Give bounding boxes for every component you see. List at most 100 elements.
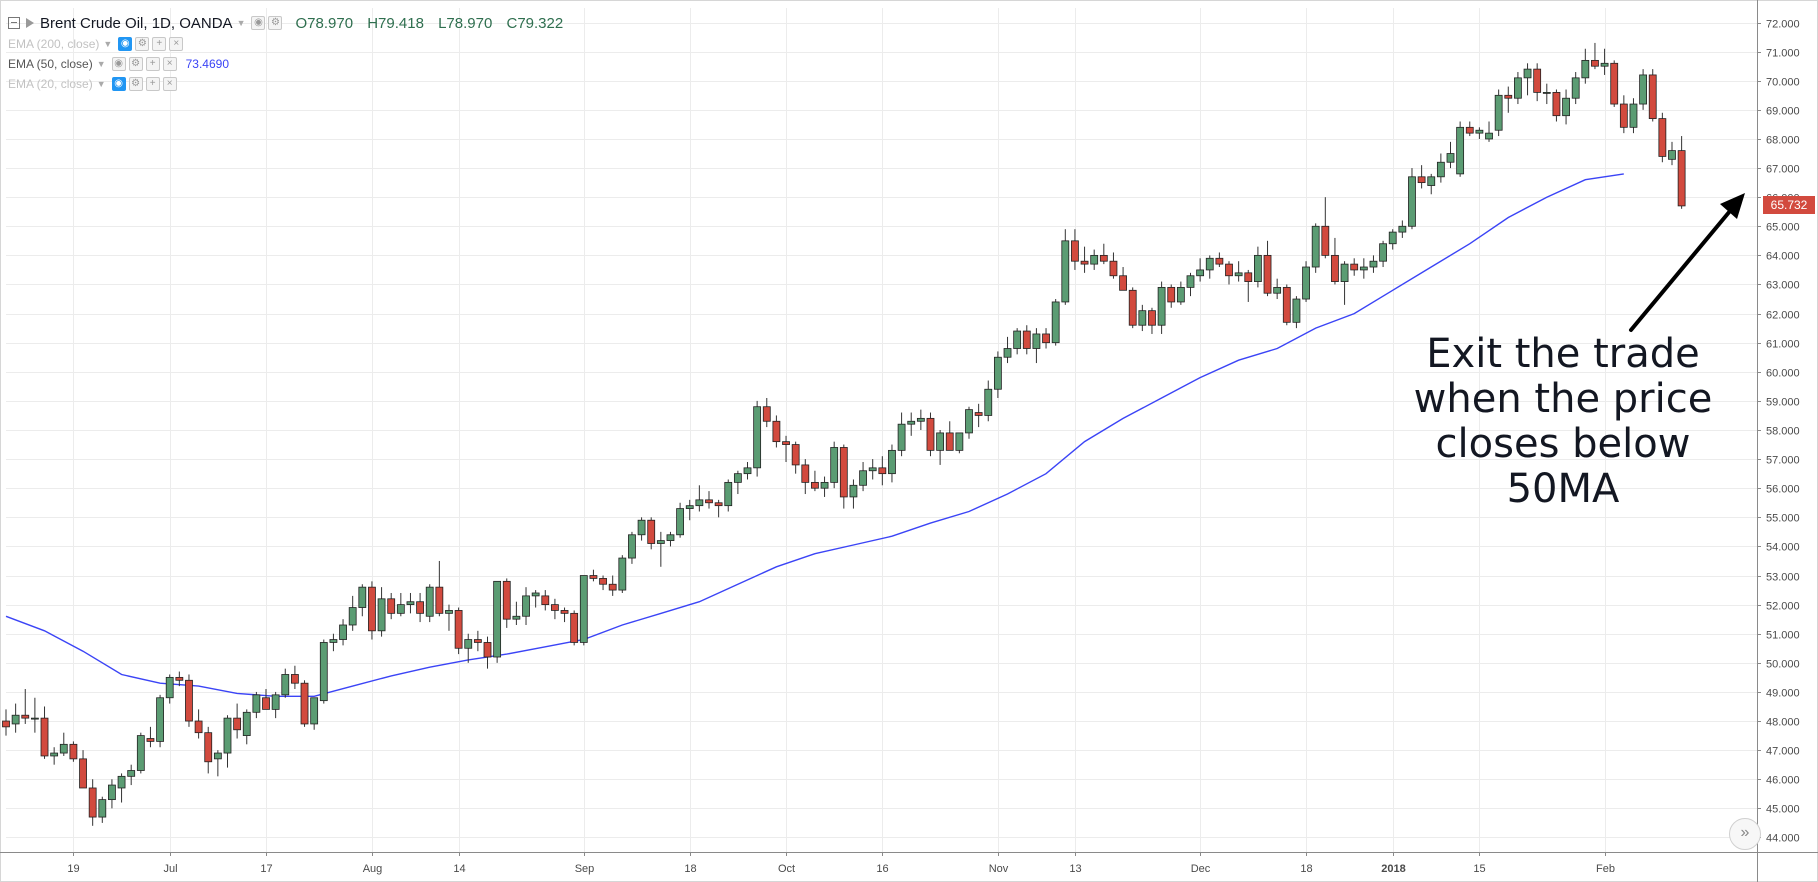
eye-icon[interactable]: ◉ xyxy=(111,77,126,91)
candle xyxy=(618,555,627,593)
candle xyxy=(50,747,59,765)
settings-icon[interactable]: ⚙ xyxy=(268,16,283,30)
candle-body xyxy=(907,420,916,425)
time-axis[interactable]: 19 Jul 17 Aug 14 Sep 18 Oct 16 Nov 13 Dec 18 2018 15 Fe… xyxy=(0,852,1818,875)
candle-body xyxy=(175,676,184,681)
candle-body xyxy=(868,467,877,472)
price-axis[interactable]: 44.000 45.000 46.000 47.000 48.000 49.000 50.0… xyxy=(1757,0,1800,882)
candle-body xyxy=(1427,176,1436,186)
candle xyxy=(473,630,482,652)
candles-layer xyxy=(2,42,1686,826)
y-tick-label: 48.000 xyxy=(1766,717,1800,729)
candle xyxy=(1417,165,1426,189)
annotation-line: when the price xyxy=(1413,376,1713,422)
candle xyxy=(300,680,309,727)
candle-body xyxy=(213,752,222,760)
candle-body xyxy=(473,639,482,643)
plus-icon[interactable]: + xyxy=(152,37,167,51)
close-icon[interactable]: × xyxy=(169,37,184,51)
y-tick-label: 49.000 xyxy=(1766,688,1800,700)
x-tick-label: 15 xyxy=(1473,863,1485,875)
candle-body xyxy=(2,720,10,728)
candle xyxy=(1398,220,1407,238)
candle-body xyxy=(926,417,935,451)
chevron-down-icon[interactable]: ▼ xyxy=(96,79,106,89)
x-tick-label: Dec xyxy=(1191,863,1211,875)
candle-body xyxy=(387,598,396,614)
candle xyxy=(1157,281,1166,334)
open-value: O78.970 xyxy=(295,14,354,32)
candle-body xyxy=(1494,94,1503,131)
candle xyxy=(1475,127,1484,139)
chevron-down-icon[interactable]: ▼ xyxy=(103,39,113,49)
candle xyxy=(589,569,598,582)
eye-icon[interactable]: ◉ xyxy=(111,57,126,71)
x-tick-label: 18 xyxy=(1300,863,1312,875)
low-value: L78.970 xyxy=(438,14,493,32)
chevron-down-icon[interactable]: ▼ xyxy=(96,59,106,69)
candle-body xyxy=(1128,289,1137,326)
candle xyxy=(878,456,887,486)
candle xyxy=(628,531,636,564)
candle-body xyxy=(724,481,733,507)
candle-body xyxy=(1475,129,1484,134)
eye-icon[interactable]: ◉ xyxy=(251,16,266,30)
candle xyxy=(1003,336,1012,364)
candle xyxy=(1494,89,1503,137)
candle xyxy=(839,444,848,509)
candle xyxy=(165,674,174,704)
candle-body xyxy=(801,464,810,483)
candle xyxy=(830,441,839,489)
settings-icon[interactable]: ⚙ xyxy=(135,37,150,51)
candle-body xyxy=(1533,68,1542,93)
candle xyxy=(1591,42,1599,70)
eye-icon[interactable]: ◉ xyxy=(118,37,133,51)
y-tick-label: 64.000 xyxy=(1766,251,1800,263)
plus-icon[interactable]: + xyxy=(145,57,160,71)
candle-body xyxy=(743,467,752,475)
candle-body xyxy=(1523,68,1532,79)
collapse-icon[interactable] xyxy=(8,17,20,29)
candle xyxy=(1619,95,1628,134)
settings-icon[interactable]: ⚙ xyxy=(128,77,143,91)
candle xyxy=(714,499,723,518)
candle xyxy=(993,351,1002,398)
x-tick-label: 18 xyxy=(684,863,696,875)
plus-icon[interactable]: + xyxy=(145,77,160,91)
candle xyxy=(262,689,270,710)
ema-200-label: EMA (200, close) xyxy=(8,37,100,51)
candle-body xyxy=(955,432,964,451)
candle xyxy=(204,726,213,774)
candle xyxy=(1321,197,1330,259)
candle-body xyxy=(1610,62,1619,105)
candle-body xyxy=(454,610,463,649)
candle-body xyxy=(117,775,126,789)
candle xyxy=(1196,258,1205,282)
flag-icon[interactable] xyxy=(26,18,34,28)
candle-body xyxy=(30,717,39,720)
settings-icon[interactable]: ⚙ xyxy=(128,57,143,71)
candle-body xyxy=(676,508,684,536)
candle xyxy=(888,444,896,483)
y-tick-label: 59.000 xyxy=(1766,397,1800,409)
ema-20-label: EMA (20, close) xyxy=(8,77,93,91)
candle xyxy=(1562,89,1570,125)
candle-body xyxy=(705,499,713,504)
close-icon[interactable]: × xyxy=(162,77,177,91)
candle xyxy=(1263,240,1272,297)
candle-body xyxy=(502,580,511,620)
candle xyxy=(175,671,184,687)
close-icon[interactable]: × xyxy=(162,57,177,71)
candle-body xyxy=(628,534,636,559)
candle xyxy=(377,587,386,637)
candle-body xyxy=(1099,254,1108,262)
candle-body xyxy=(762,406,771,422)
candle-body xyxy=(290,674,299,684)
candle-body xyxy=(1205,257,1214,271)
scroll-to-realtime-icon[interactable]: » xyxy=(1729,818,1761,850)
candle xyxy=(1282,284,1291,326)
y-tick-label: 57.000 xyxy=(1766,455,1800,467)
candle-body xyxy=(329,639,338,643)
chevron-down-icon[interactable]: ▼ xyxy=(236,18,246,28)
